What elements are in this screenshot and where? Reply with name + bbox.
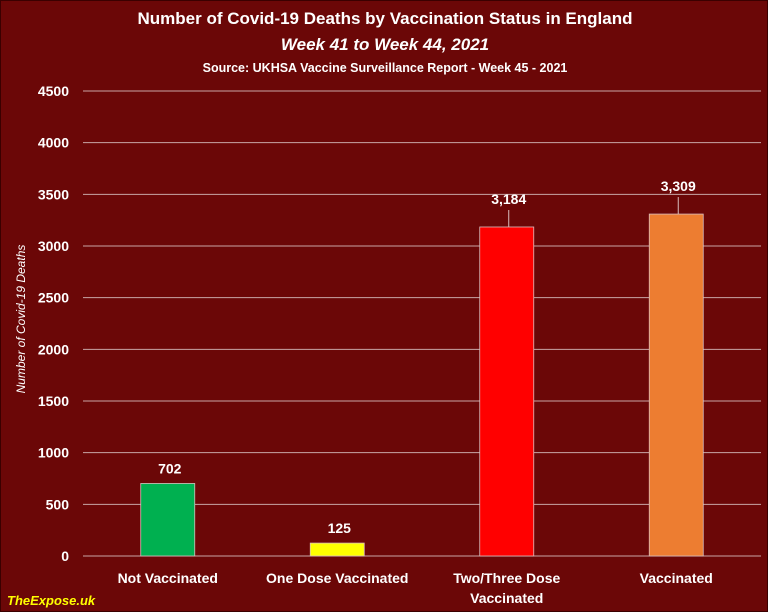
y-tick-label: 2000 — [38, 341, 69, 357]
y-tick-label: 1000 — [38, 445, 69, 461]
chart-subtitle: Week 41 to Week 44, 2021 — [280, 35, 490, 54]
y-tick-label: 0 — [61, 548, 69, 564]
y-tick-label: 4500 — [38, 83, 69, 99]
y-tick-label: 3500 — [38, 186, 69, 202]
x-tick-label: Vaccinated — [640, 570, 713, 586]
x-tick-label: Two/Three Dose — [453, 570, 560, 586]
chart-title: Number of Covid-19 Deaths by Vaccination… — [137, 9, 633, 28]
watermark: TheExpose.uk — [7, 593, 96, 608]
x-tick-label: Vaccinated — [470, 590, 543, 606]
y-tick-label: 3000 — [38, 238, 69, 254]
bar-3 — [479, 226, 535, 557]
data-label: 3,309 — [661, 178, 696, 194]
x-tick-label: One Dose Vaccinated — [266, 570, 408, 586]
chart-source: Source: UKHSA Vaccine Surveillance Repor… — [202, 61, 568, 75]
bar-4 — [648, 213, 704, 557]
y-tick-label: 500 — [46, 496, 70, 512]
data-label: 3,184 — [491, 191, 526, 207]
y-tick-label: 1500 — [38, 393, 69, 409]
y-tick-label: 2500 — [38, 290, 69, 306]
data-label: 702 — [158, 460, 182, 476]
y-tick-label: 4000 — [38, 135, 69, 151]
data-label: 125 — [328, 520, 352, 536]
bar-1 — [140, 483, 196, 557]
x-tick-label: Not Vaccinated — [118, 570, 218, 586]
bar-2 — [309, 542, 365, 557]
